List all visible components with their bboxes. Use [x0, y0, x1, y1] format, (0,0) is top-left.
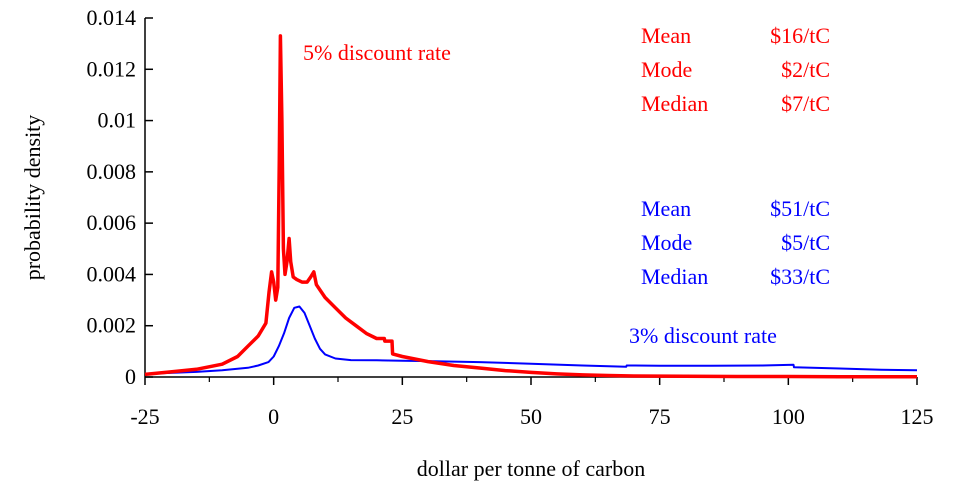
y-tick-label: 0.006: [87, 210, 137, 235]
series-label-5pct: 5% discount rate: [303, 40, 451, 65]
x-axis-title: dollar per tonne of carbon: [417, 456, 645, 481]
stat-value-blue: $5/tC: [781, 230, 830, 255]
series-line-3pct: [144, 305, 918, 375]
x-tick-label: 25: [391, 404, 413, 429]
x-tick-label: -25: [130, 404, 159, 429]
stat-value-red: $7/tC: [781, 91, 830, 116]
labels-layer: 5% discount rate 3% discount rate Mean $16/…: [303, 23, 830, 348]
stat-name-red: Median: [641, 91, 708, 116]
y-tick-label: 0.014: [87, 5, 137, 30]
x-tick-label: 75: [649, 404, 671, 429]
y-tick-label: 0: [125, 364, 136, 389]
series-layer: [144, 34, 918, 379]
stat-name-red: Mode: [641, 57, 692, 82]
stat-value-red: $2/tC: [781, 57, 830, 82]
stat-value-blue: $33/tC: [770, 264, 830, 289]
stat-value-red: $16/tC: [770, 23, 830, 48]
y-tick-label: 0.012: [87, 56, 137, 81]
y-tick-label: 0.002: [87, 313, 137, 338]
series-label-3pct: 3% discount rate: [629, 323, 777, 348]
y-tick-label: 0.004: [87, 261, 137, 286]
x-tick-label: 0: [268, 404, 279, 429]
axes: 0 0.002 0.004 0.006 0.008 0.01 0.012 0.014 -25 0 2…: [20, 5, 934, 481]
y-tick-label: 0.01: [98, 108, 137, 133]
stat-name-blue: Mode: [641, 230, 692, 255]
series-line-5pct: [144, 34, 917, 379]
stat-name-blue: Median: [641, 264, 708, 289]
y-tick-label: 0.008: [87, 159, 137, 184]
stat-name-blue: Mean: [641, 196, 691, 221]
stat-name-red: Mean: [641, 23, 691, 48]
y-axis-title: probability density: [20, 115, 45, 281]
x-tick-label: 50: [520, 404, 542, 429]
x-tick-label: 100: [772, 404, 805, 429]
x-tick-label: 125: [901, 404, 934, 429]
stat-value-blue: $51/tC: [770, 196, 830, 221]
